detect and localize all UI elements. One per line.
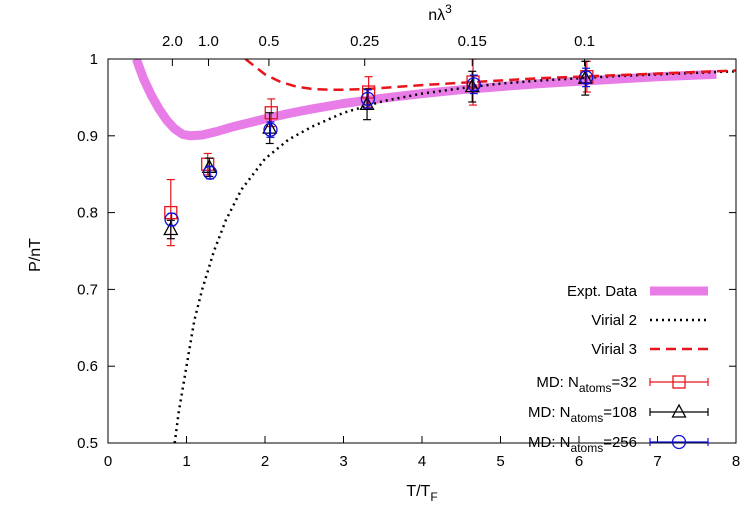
y-tick-label: 0.7 [77,281,98,298]
y-tick-label: 1 [90,51,98,68]
legend-label: MD: Natoms=108 [528,404,637,425]
x-tick-label: 7 [653,453,661,470]
data-point [466,77,481,92]
data-point [202,165,218,180]
x-axis-label: T/TF [406,483,437,504]
y-tick-label: 0.8 [77,205,98,222]
axis-ticks: 0 1 2 3 4 5 6 7 8 0.5 0.6 0.7 0.8 0.9 1 2.0 1.0 0.5 0.25 0.… [77,33,740,470]
legend-marker [671,434,687,450]
legend-label: Virial 3 [591,341,637,358]
data-point [466,75,480,89]
data-point [262,119,278,134]
y-tick-label: 0.6 [77,358,98,375]
x-tick-label: 4 [418,453,426,470]
y-tick-label: 0.9 [77,128,98,145]
x-tick-label: 2 [261,453,269,470]
data-point [263,122,278,137]
x-axis-label-sub: F [430,490,437,504]
x-tick-label: 3 [339,453,347,470]
virial-2-curve [173,70,736,443]
data-point [264,106,278,120]
legend: Expt. Data Virial 2 Virial 3 MD: Natoms=32 M… [528,283,709,455]
expt-data-curve [132,59,717,141]
data-point [577,69,593,84]
top-axis-label-sup: 3 [445,2,452,16]
series-5 [164,67,594,227]
data-point [163,221,179,236]
series-2 [244,59,736,91]
y-tick-label: 0.5 [77,435,98,452]
top-tick-label: 1.0 [198,33,219,50]
top-axis-label: nλ3 [428,2,452,24]
y-axis-label: P/nT [27,238,44,272]
series-0 [132,59,717,141]
top-tick-label: 0.1 [574,33,595,50]
legend-label: Virial 2 [591,312,637,329]
data-point [164,212,179,227]
top-tick-label: 0.25 [350,33,379,50]
series-4 [163,60,593,240]
x-tick-label: 1 [182,453,190,470]
legend-label: MD: Natoms=32 [536,374,637,395]
x-tick-label: 8 [732,453,740,470]
legend-marker [672,375,686,389]
legend-label: Expt. Data [567,283,638,300]
plot-frame [107,58,737,444]
data-point [464,78,480,93]
top-tick-label: 2.0 [162,33,183,50]
data-point [164,205,178,220]
plot-area [132,59,736,443]
virial-3-curve [244,59,736,91]
data-point [578,70,594,85]
x-tick-label: 0 [104,453,112,470]
x-tick-label: 5 [496,453,504,470]
top-tick-label: 0.15 [458,33,487,50]
data-point [360,91,375,107]
x-tick-label: 6 [575,453,583,470]
legend-label: MD: Natoms=256 [528,434,637,455]
series-1 [173,70,736,443]
legend-marker [671,403,687,418]
data-point [361,85,376,99]
top-tick-label: 0.5 [258,33,279,50]
